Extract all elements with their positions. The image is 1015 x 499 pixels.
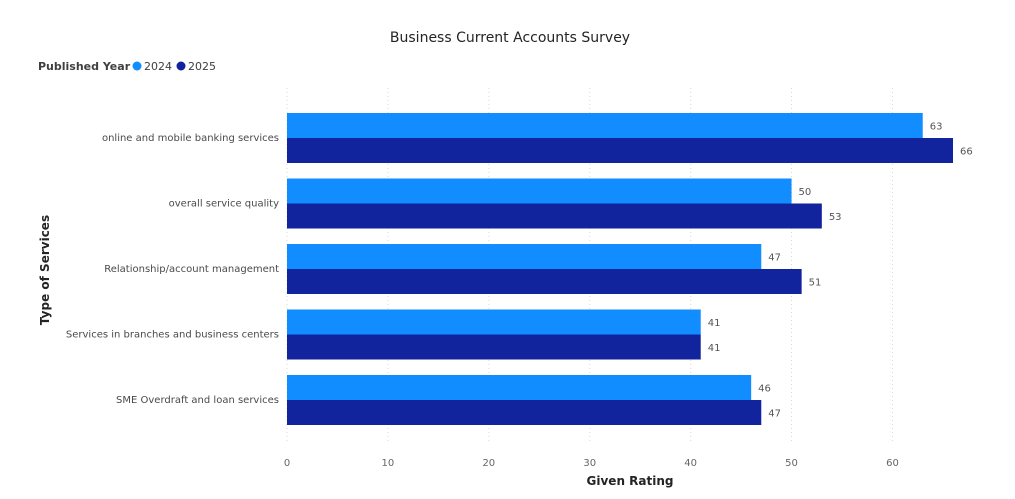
- x-tick-label: 50: [785, 458, 798, 469]
- x-tick-label: 60: [886, 458, 899, 469]
- data-labels: 63 66 50 53 47 51 41 41 46 47: [708, 122, 973, 420]
- chart-title: Business Current Accounts Survey: [390, 30, 630, 46]
- data-label: 41: [708, 318, 721, 329]
- data-label: 66: [960, 147, 973, 158]
- bar-2024[interactable]: [287, 375, 752, 400]
- legend-title: Published Year: [38, 60, 131, 73]
- y-axis-title: Type of Services: [38, 215, 52, 325]
- legend-label-2024[interactable]: 2024: [144, 60, 172, 73]
- data-label: 63: [930, 122, 943, 133]
- data-label: 53: [829, 212, 842, 223]
- bar-2025[interactable]: [287, 400, 762, 425]
- data-label: 50: [799, 187, 812, 198]
- category-label: SME Overdraft and loan services: [116, 395, 279, 406]
- x-axis-title: Given Rating: [587, 474, 674, 488]
- bar-2025[interactable]: [287, 334, 701, 360]
- data-label: 47: [768, 409, 781, 420]
- bar-2025[interactable]: [287, 269, 802, 294]
- x-tick-labels: 0 10 20 30 40 50 60: [284, 458, 899, 469]
- bar-2024[interactable]: [287, 309, 701, 335]
- data-label: 47: [768, 253, 781, 264]
- legend-swatch-2024: [132, 61, 142, 71]
- data-label: 46: [758, 384, 771, 395]
- legend-label-2025[interactable]: 2025: [188, 60, 216, 73]
- bar-2024[interactable]: [287, 113, 923, 138]
- category-label: overall service quality: [169, 199, 279, 210]
- bar-2024[interactable]: [287, 178, 792, 204]
- category-label: Relationship/account management: [104, 264, 279, 275]
- data-label: 51: [809, 278, 822, 289]
- bar-2025[interactable]: [287, 203, 822, 229]
- bar-2024[interactable]: [287, 244, 762, 269]
- category-label: Services in branches and business center…: [66, 330, 279, 341]
- bar-2025[interactable]: [287, 138, 953, 163]
- data-label: 41: [708, 343, 721, 354]
- x-tick-label: 0: [284, 458, 290, 469]
- x-tick-label: 10: [382, 458, 395, 469]
- legend-swatch-2025: [176, 61, 186, 71]
- x-tick-label: 20: [482, 458, 495, 469]
- x-tick-label: 30: [583, 458, 596, 469]
- category-labels: online and mobile banking services overal…: [66, 133, 279, 406]
- x-tick-label: 40: [684, 458, 697, 469]
- category-label: online and mobile banking services: [102, 133, 279, 144]
- bars: [287, 113, 953, 425]
